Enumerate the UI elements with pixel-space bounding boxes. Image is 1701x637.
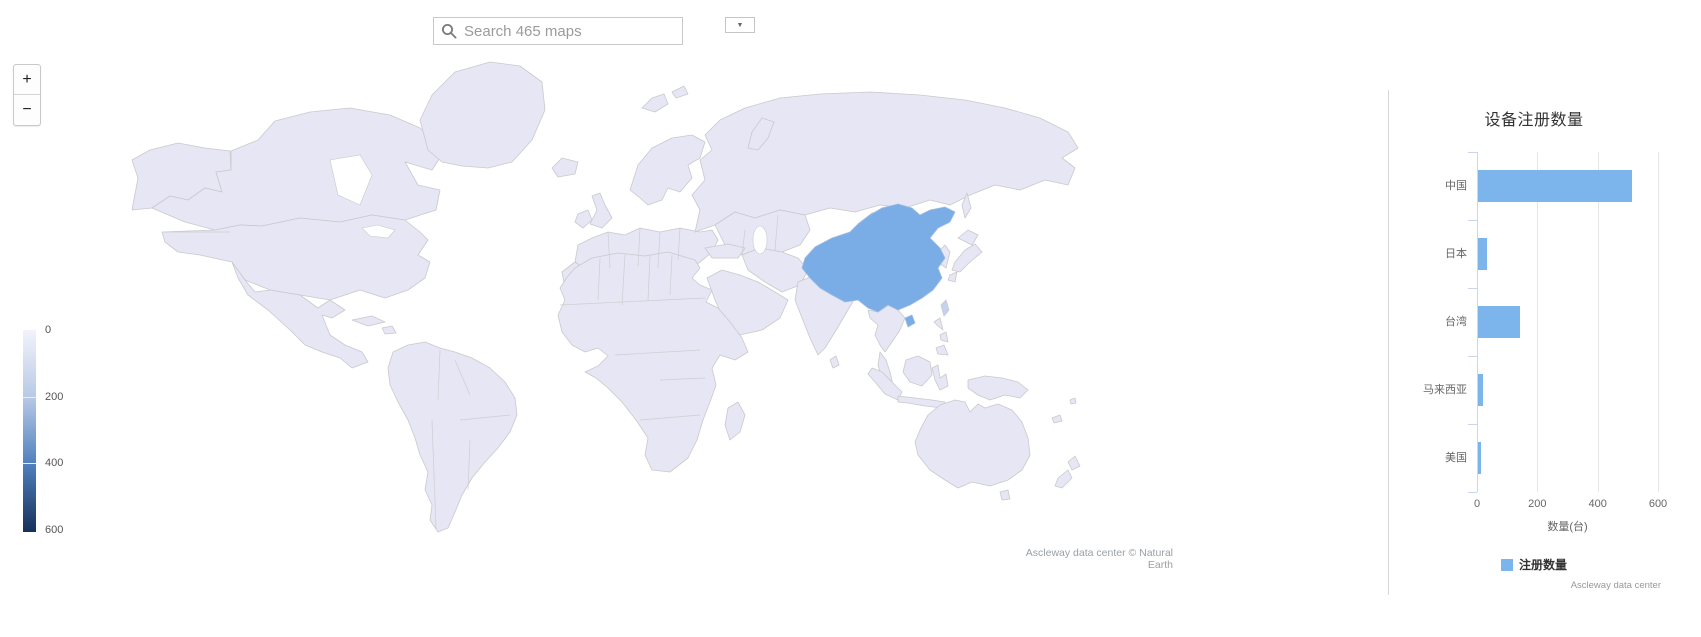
map-zoom-controls: + − — [13, 64, 41, 126]
bar[interactable] — [1478, 442, 1482, 474]
x-tick-label: 200 — [1528, 498, 1547, 510]
color-axis-tick — [23, 397, 36, 398]
legend-label: 注册数量 — [1518, 558, 1567, 572]
map-country-china-highlighted[interactable] — [801, 203, 956, 328]
category-axis-tick — [1468, 492, 1477, 493]
x-tick-label: 400 — [1588, 498, 1607, 510]
map-selector-dropdown-button[interactable]: ▼ — [725, 17, 755, 33]
color-axis-label: 600 — [45, 524, 64, 536]
bar[interactable] — [1478, 170, 1632, 202]
legend-swatch-icon — [1500, 558, 1513, 571]
category-axis-tick — [1468, 356, 1477, 357]
gridline — [1537, 152, 1539, 492]
x-tick-label: 0 — [1473, 498, 1481, 510]
map-countries[interactable] — [131, 61, 1081, 533]
bar[interactable] — [1478, 374, 1483, 406]
search-input[interactable] — [457, 19, 682, 43]
category-label: 马来西亚 — [1423, 384, 1467, 396]
x-tick-label: 600 — [1648, 498, 1668, 510]
category-axis-tick — [1468, 220, 1477, 221]
zoom-in-button[interactable]: + — [14, 65, 40, 95]
chart-legend-item[interactable]: 注册数量 — [1395, 556, 1673, 573]
category-label: 日本 — [1445, 248, 1467, 260]
color-axis-gradient-bar — [23, 330, 36, 532]
category-label: 中国 — [1445, 180, 1467, 192]
category-label: 台湾 — [1445, 316, 1467, 328]
bar[interactable] — [1478, 238, 1488, 270]
color-axis-label: 200 — [45, 391, 64, 403]
map-search-box[interactable] — [433, 17, 683, 45]
chevron-down-icon: ▼ — [736, 21, 744, 29]
color-axis-label: 0 — [45, 324, 52, 336]
great-lakes — [361, 224, 396, 239]
hudson-bay — [329, 154, 373, 206]
device-registration-bar-chart: 设备注册数量 0 200 400 600 中国日本台湾马来西亚美国 数量(台) 注册数量… — [1395, 90, 1673, 602]
color-axis-label: 400 — [45, 457, 64, 469]
category-axis-line — [1477, 152, 1478, 492]
category-label: 美国 — [1445, 452, 1467, 464]
map-country-taiwan[interactable] — [940, 299, 950, 317]
zoom-out-button[interactable]: − — [14, 95, 40, 125]
x-axis-title: 数量(台) — [1547, 521, 1588, 533]
gridline — [1597, 152, 1599, 492]
bar[interactable] — [1478, 306, 1521, 338]
chart-title: 设备注册数量 — [1484, 112, 1584, 129]
category-axis-tick — [1468, 288, 1477, 289]
search-icon — [442, 24, 457, 39]
category-axis-tick — [1468, 152, 1477, 153]
color-axis-tick — [23, 463, 36, 464]
gridline — [1658, 152, 1659, 492]
panel-divider — [1388, 90, 1389, 595]
map-attribution: Ascleway data center © Natural Earth — [1025, 547, 1173, 571]
caspian-sea — [752, 225, 768, 255]
category-axis-tick — [1468, 424, 1477, 425]
chart-credits[interactable]: Ascleway data center — [1570, 580, 1661, 591]
